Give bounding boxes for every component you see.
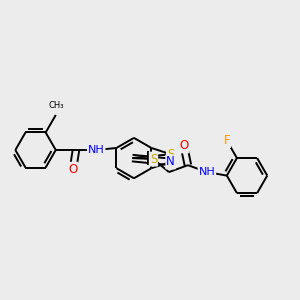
Text: N: N bbox=[166, 155, 175, 168]
Text: S: S bbox=[167, 148, 174, 161]
Text: CH₃: CH₃ bbox=[48, 100, 64, 109]
Text: NH: NH bbox=[199, 167, 215, 177]
Text: O: O bbox=[179, 140, 188, 152]
Text: F: F bbox=[224, 134, 230, 147]
Text: NH: NH bbox=[88, 145, 105, 155]
Text: O: O bbox=[68, 163, 78, 176]
Text: S: S bbox=[150, 153, 157, 166]
